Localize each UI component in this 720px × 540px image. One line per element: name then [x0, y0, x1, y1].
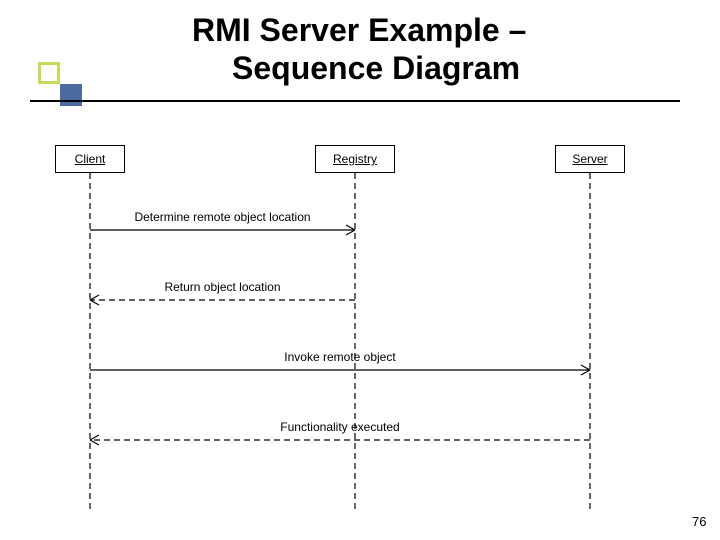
sequence-diagram-svg — [0, 0, 720, 540]
msg-determine-label: Determine remote object location — [0, 210, 583, 224]
msg-functionality-executed-label: Functionality executed — [0, 420, 700, 434]
page-number: 76 — [692, 514, 706, 529]
msg-invoke-label: Invoke remote object — [0, 350, 700, 364]
msg-return-location-label: Return object location — [0, 280, 583, 294]
